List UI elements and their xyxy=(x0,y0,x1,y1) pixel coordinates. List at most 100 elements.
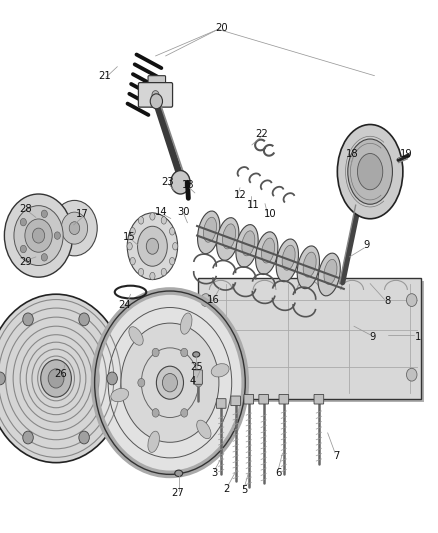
Text: 19: 19 xyxy=(400,149,413,158)
Text: 29: 29 xyxy=(19,257,32,267)
Circle shape xyxy=(171,171,190,194)
Circle shape xyxy=(52,200,97,256)
Circle shape xyxy=(23,431,33,444)
Circle shape xyxy=(14,206,63,265)
Ellipse shape xyxy=(127,213,177,279)
FancyBboxPatch shape xyxy=(231,396,240,406)
Circle shape xyxy=(69,222,80,235)
Circle shape xyxy=(25,219,52,252)
Ellipse shape xyxy=(303,252,316,277)
Circle shape xyxy=(152,91,159,99)
Circle shape xyxy=(20,219,26,226)
Ellipse shape xyxy=(127,243,132,250)
Circle shape xyxy=(4,194,73,277)
Ellipse shape xyxy=(197,420,211,439)
Ellipse shape xyxy=(175,470,183,477)
Circle shape xyxy=(138,378,145,387)
Circle shape xyxy=(201,368,211,381)
Circle shape xyxy=(41,210,47,217)
Circle shape xyxy=(152,409,159,417)
Ellipse shape xyxy=(170,257,175,265)
Text: 20: 20 xyxy=(215,23,227,33)
Circle shape xyxy=(156,366,184,399)
Ellipse shape xyxy=(337,125,403,219)
Text: 27: 27 xyxy=(171,488,184,498)
Ellipse shape xyxy=(138,226,167,266)
FancyBboxPatch shape xyxy=(314,394,324,404)
Ellipse shape xyxy=(130,257,135,265)
Ellipse shape xyxy=(217,217,239,261)
Text: 23: 23 xyxy=(161,177,173,187)
Text: 10: 10 xyxy=(265,209,277,219)
Text: 7: 7 xyxy=(333,451,339,461)
Text: 4: 4 xyxy=(190,376,196,386)
Text: 5: 5 xyxy=(241,486,247,495)
Circle shape xyxy=(20,245,26,253)
Circle shape xyxy=(0,294,125,463)
FancyBboxPatch shape xyxy=(201,281,424,402)
Ellipse shape xyxy=(256,232,278,274)
Circle shape xyxy=(406,368,417,381)
Text: 6: 6 xyxy=(275,469,281,478)
Text: 22: 22 xyxy=(255,130,268,139)
Circle shape xyxy=(41,254,47,261)
Circle shape xyxy=(61,212,88,244)
Ellipse shape xyxy=(193,352,200,357)
Text: 21: 21 xyxy=(98,71,111,80)
Circle shape xyxy=(95,291,245,474)
Text: 18: 18 xyxy=(346,149,359,158)
FancyBboxPatch shape xyxy=(216,399,226,408)
Ellipse shape xyxy=(223,224,236,249)
Text: 2: 2 xyxy=(224,484,230,494)
FancyBboxPatch shape xyxy=(198,278,421,399)
FancyBboxPatch shape xyxy=(259,394,268,404)
Ellipse shape xyxy=(348,139,392,204)
Circle shape xyxy=(54,232,60,239)
Text: 12: 12 xyxy=(233,190,247,199)
Circle shape xyxy=(406,294,417,306)
Ellipse shape xyxy=(150,272,155,280)
Text: 11: 11 xyxy=(247,200,260,210)
FancyBboxPatch shape xyxy=(279,394,289,404)
Ellipse shape xyxy=(138,268,144,276)
Circle shape xyxy=(32,228,45,243)
Ellipse shape xyxy=(148,431,159,453)
Ellipse shape xyxy=(150,213,155,220)
Ellipse shape xyxy=(318,253,340,296)
Ellipse shape xyxy=(324,260,337,284)
FancyBboxPatch shape xyxy=(244,394,254,404)
Circle shape xyxy=(41,360,71,397)
Circle shape xyxy=(0,372,5,385)
Text: 8: 8 xyxy=(385,296,391,306)
Circle shape xyxy=(107,372,117,385)
Ellipse shape xyxy=(297,246,319,289)
Circle shape xyxy=(195,378,202,387)
Circle shape xyxy=(152,348,159,357)
Text: 14: 14 xyxy=(155,207,167,217)
Text: 16: 16 xyxy=(207,295,220,304)
Circle shape xyxy=(23,313,33,326)
Ellipse shape xyxy=(173,243,178,250)
Text: 1: 1 xyxy=(415,332,421,342)
Circle shape xyxy=(79,431,89,444)
Text: 28: 28 xyxy=(19,204,32,214)
FancyBboxPatch shape xyxy=(148,76,166,86)
Ellipse shape xyxy=(111,389,129,402)
Ellipse shape xyxy=(211,364,229,377)
Ellipse shape xyxy=(357,154,383,190)
Ellipse shape xyxy=(161,268,166,276)
Circle shape xyxy=(181,348,188,357)
Circle shape xyxy=(181,409,188,417)
Ellipse shape xyxy=(170,228,175,235)
Circle shape xyxy=(121,323,219,442)
Text: 25: 25 xyxy=(190,362,203,372)
Text: 17: 17 xyxy=(76,209,89,219)
Ellipse shape xyxy=(198,211,220,254)
Circle shape xyxy=(150,94,162,109)
Circle shape xyxy=(79,313,89,326)
Ellipse shape xyxy=(242,231,255,256)
Ellipse shape xyxy=(261,238,275,263)
Ellipse shape xyxy=(161,217,166,224)
Ellipse shape xyxy=(236,224,258,268)
FancyBboxPatch shape xyxy=(138,83,173,107)
